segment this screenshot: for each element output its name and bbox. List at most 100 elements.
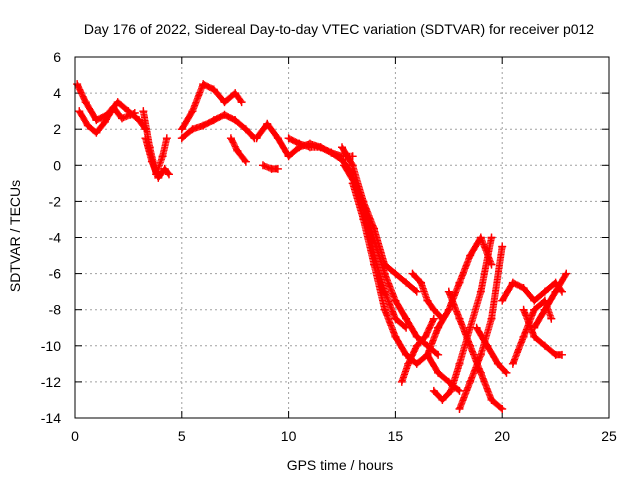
data-point [359,215,368,224]
data-point [252,134,261,143]
series-track-10 [284,134,411,332]
data-point [412,332,421,341]
data-point [380,305,389,314]
data-point [284,152,293,161]
data-point [338,155,346,164]
data-point [126,110,135,119]
data-point [220,98,229,107]
x-tick-labels: 0 5 10 15 20 25 [71,428,617,444]
data-point [391,314,400,323]
y-tick-label: -10 [41,338,61,354]
y-tick-labels: -14 -12 -10 -8 -6 -4 -2 0 2 4 6 [41,49,61,426]
data-point [130,108,139,117]
data-point [498,242,507,251]
data-point [438,395,447,404]
series-track-16 [423,233,496,359]
series-track-21 [498,278,567,305]
series-track-9 [258,161,282,173]
series-markers [253,120,357,160]
series-track-7 [226,134,250,166]
data-point [412,359,421,368]
data-point [530,323,539,332]
data-series [73,80,571,413]
data-point [370,260,379,269]
data-point [231,89,240,98]
data-point [305,143,314,152]
data-point [487,395,496,404]
data-point [444,287,453,296]
data-point [466,251,475,260]
data-point [417,278,426,287]
data-point [372,242,381,251]
data-point [493,359,502,368]
data-point [154,173,163,182]
data-point [316,143,325,152]
series-track-15 [408,269,447,323]
series-track-5 [177,80,246,134]
data-point [391,269,400,278]
data-point [338,143,346,152]
y-axis-label: SDTVAR / TECUs [7,180,23,292]
data-point [455,278,464,287]
data-point [348,179,357,188]
series-markers [409,270,446,323]
series-track-2 [75,103,139,137]
data-point [141,134,150,143]
data-point [380,287,389,296]
data-point [429,314,438,323]
data-point [423,350,432,359]
data-point [92,128,101,137]
data-point [273,134,282,143]
data-point [502,368,511,377]
data-point [199,121,208,130]
data-point [83,121,92,130]
data-point [402,278,411,287]
data-point [100,117,109,126]
y-tick-label: -8 [49,302,62,318]
data-point [273,164,282,173]
x-tick-label: 15 [388,428,404,444]
x-tick-label: 0 [71,428,79,444]
data-point [188,107,197,116]
data-point [466,377,475,386]
data-point [226,134,235,143]
data-point [558,350,567,359]
data-point [421,332,430,341]
data-point [391,296,400,305]
data-point [237,98,246,107]
data-point [164,170,173,179]
data-point [412,341,421,350]
series-track-23 [519,305,567,359]
x-tick-label: 20 [494,428,510,444]
data-point [519,305,528,314]
y-tick-label: 6 [53,49,61,65]
data-point [429,305,438,314]
series-track-4 [141,134,173,182]
data-point [455,386,464,395]
data-point [73,80,82,89]
x-axis-label: GPS time / hours [287,457,394,473]
data-point [434,368,443,377]
data-point [498,296,507,305]
series-track-17 [429,233,496,404]
y-tick-label: -4 [49,230,62,246]
data-point [519,332,528,341]
data-point [476,368,485,377]
chart-title: Day 176 of 2022, Sidereal Day-to-day VTE… [84,21,594,37]
y-tick-label: 0 [53,157,61,173]
data-point [434,350,443,359]
data-point [340,161,349,170]
series-track-20 [472,323,511,377]
data-point [423,296,432,305]
data-point [117,114,126,123]
data-point [177,134,186,143]
data-point [397,377,406,386]
data-point [476,287,485,296]
data-point [209,116,218,125]
data-point [530,296,539,305]
plot-frame [74,56,610,419]
data-point [92,116,101,125]
data-point [231,116,240,125]
x-tick-label: 5 [178,428,186,444]
